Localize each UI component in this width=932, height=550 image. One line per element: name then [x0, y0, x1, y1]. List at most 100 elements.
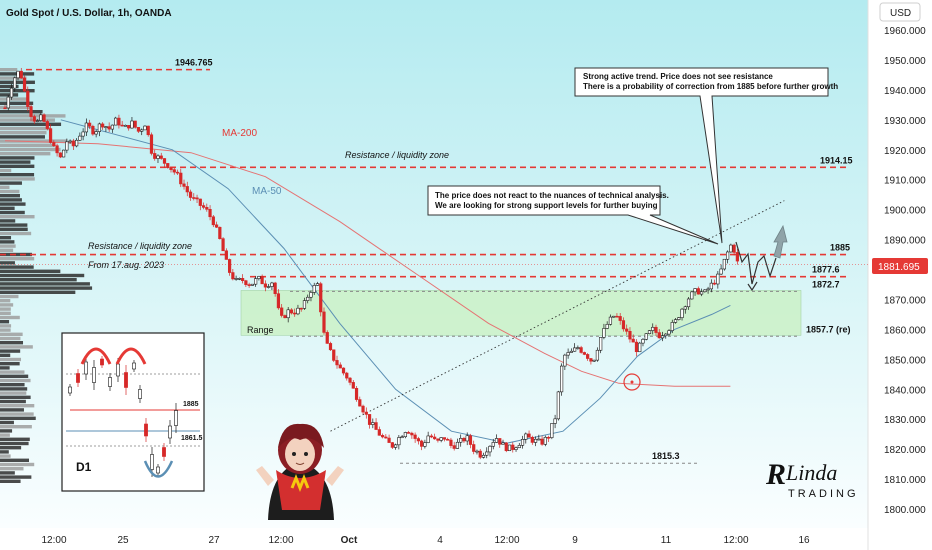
candle	[651, 323, 655, 335]
candle-body	[582, 352, 586, 355]
inset-candle-body	[162, 447, 166, 457]
candle	[195, 194, 199, 203]
candle	[693, 288, 697, 296]
candle	[631, 334, 635, 343]
x-tick-label: 12:00	[268, 535, 293, 546]
inset-label: D1	[76, 460, 92, 474]
volume-bar	[0, 227, 28, 231]
y-tick-label: 1860.000	[884, 325, 926, 336]
candle	[628, 327, 632, 343]
candle	[703, 289, 707, 293]
candle	[133, 120, 137, 129]
callout-top-line2: There is a probability of correction fro…	[583, 82, 838, 91]
candle	[244, 279, 248, 287]
candle	[582, 351, 586, 356]
inset-candle	[156, 464, 160, 476]
candle-body	[719, 268, 723, 275]
volume-bar	[0, 139, 68, 143]
volume-bar	[0, 265, 34, 269]
candle-body	[566, 352, 570, 356]
candle	[175, 169, 180, 176]
candle	[566, 348, 570, 359]
candle-body	[263, 283, 268, 288]
candle-body	[638, 342, 642, 353]
candle	[65, 138, 69, 154]
candle-body	[423, 442, 427, 447]
candle-body	[683, 306, 687, 310]
from-date-label: From 17.aug. 2023	[88, 260, 164, 270]
candle	[48, 124, 53, 144]
inset-candle	[100, 356, 104, 368]
candle-body	[345, 372, 349, 379]
inset-candle-body	[168, 425, 172, 439]
inset-candle	[144, 418, 148, 442]
candle	[520, 435, 525, 449]
candle	[130, 116, 134, 129]
y-tick-label: 1940.000	[884, 86, 926, 97]
candle-body	[634, 341, 639, 353]
candle-body	[592, 359, 596, 362]
range-zone	[240, 290, 802, 336]
candle	[553, 414, 557, 429]
volume-bar	[0, 479, 21, 483]
candle	[19, 67, 23, 79]
candle	[683, 305, 687, 314]
candle	[498, 438, 502, 448]
candle-body	[514, 447, 518, 450]
candle-body	[244, 280, 248, 285]
candle-body	[690, 291, 694, 300]
y-tick-label: 1810.000	[884, 475, 926, 486]
volume-bar	[0, 462, 35, 467]
candle-body	[595, 349, 600, 361]
currency-box[interactable]	[879, 2, 921, 22]
candle-body	[618, 316, 622, 321]
candle-body	[149, 134, 154, 154]
candle-body	[485, 451, 489, 456]
candle	[699, 288, 704, 297]
candle-body	[97, 123, 101, 132]
candle-body	[608, 316, 613, 325]
candle	[634, 339, 639, 357]
candle	[524, 432, 528, 444]
candle	[241, 274, 245, 284]
candle-body	[302, 300, 307, 309]
volume-bar	[0, 441, 29, 446]
candle-body	[468, 435, 473, 445]
inset-candle	[174, 403, 178, 433]
candle-body	[667, 330, 671, 335]
candle	[227, 258, 232, 276]
moving-average-line	[4, 140, 731, 387]
candle	[231, 268, 235, 281]
candle	[576, 345, 580, 350]
candle	[101, 122, 105, 130]
volume-bar	[0, 198, 22, 202]
candle	[162, 158, 167, 168]
volume-bar	[0, 257, 35, 261]
candle-body	[706, 288, 710, 291]
candle-body	[107, 126, 111, 130]
candle-body	[315, 283, 320, 286]
candle-body	[540, 438, 544, 445]
volume-bar	[0, 294, 19, 299]
volume-bar	[0, 437, 30, 441]
candle	[205, 203, 209, 212]
candle	[22, 75, 27, 92]
candle-body	[589, 358, 593, 362]
candle	[273, 281, 277, 297]
candle-body	[254, 278, 258, 285]
x-tick-label: 12:00	[41, 535, 66, 546]
candle	[286, 306, 290, 323]
candle-body	[416, 438, 420, 442]
candle-body	[120, 124, 124, 127]
candle	[556, 390, 560, 421]
candle	[32, 114, 36, 124]
candle	[39, 112, 43, 122]
candle	[546, 435, 551, 443]
candle-body	[384, 436, 388, 439]
candle-body	[309, 292, 313, 298]
inset-candle	[76, 369, 80, 387]
candle	[319, 281, 323, 317]
candle	[667, 329, 671, 337]
candle-body	[449, 439, 453, 446]
